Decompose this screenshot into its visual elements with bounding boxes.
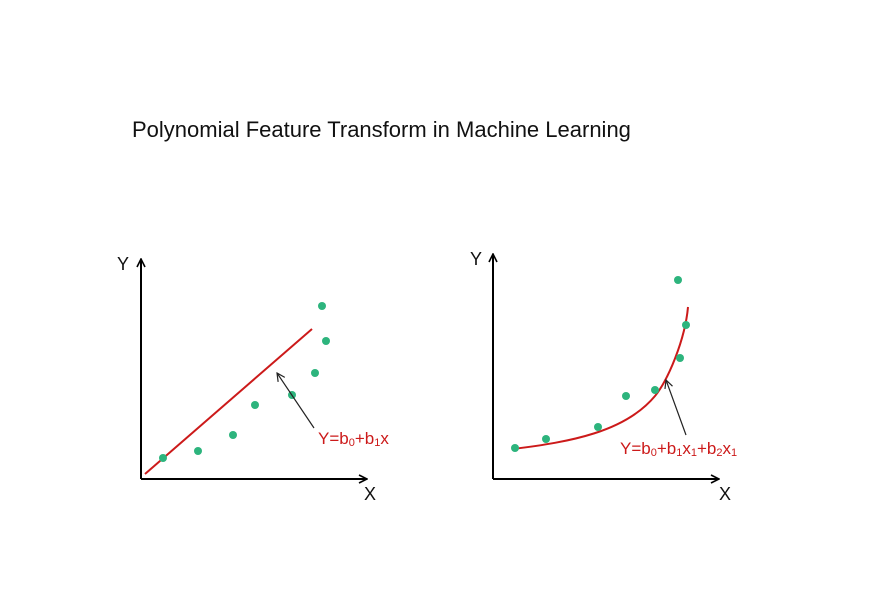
left-equation-pointer-arrow <box>277 373 315 429</box>
left-linear-fit-line <box>144 328 313 475</box>
left-data-point <box>194 447 202 455</box>
right-panel: Y X Y=b0+b1x1+b2x1 <box>470 249 737 504</box>
left-data-point <box>159 454 167 462</box>
right-data-point <box>682 321 690 329</box>
right-data-point <box>594 423 602 431</box>
right-data-point <box>511 444 519 452</box>
right-equation-pointer-arrow <box>666 380 687 436</box>
right-data-point <box>651 386 659 394</box>
right-data-point <box>674 276 682 284</box>
left-equation-label: Y=b0+b1x <box>318 429 389 449</box>
left-data-point <box>318 302 326 310</box>
right-equation-label: Y=b0+b1x1+b2x1 <box>620 439 737 459</box>
diagram-title: Polynomial Feature Transform in Machine … <box>132 117 631 142</box>
right-x-axis-label: X <box>719 484 731 504</box>
left-data-point <box>322 337 330 345</box>
right-polynomial-fit-curve <box>512 306 689 450</box>
right-data-point <box>622 392 630 400</box>
left-data-point <box>229 431 237 439</box>
left-data-point <box>251 401 259 409</box>
right-data-point <box>542 435 550 443</box>
right-y-axis-label: Y <box>470 249 482 269</box>
left-y-axis-label: Y <box>117 254 129 274</box>
left-panel: Y X Y=b0+b1x <box>117 254 389 504</box>
left-x-axis-label: X <box>364 484 376 504</box>
right-data-point <box>676 354 684 362</box>
left-data-point <box>311 369 319 377</box>
